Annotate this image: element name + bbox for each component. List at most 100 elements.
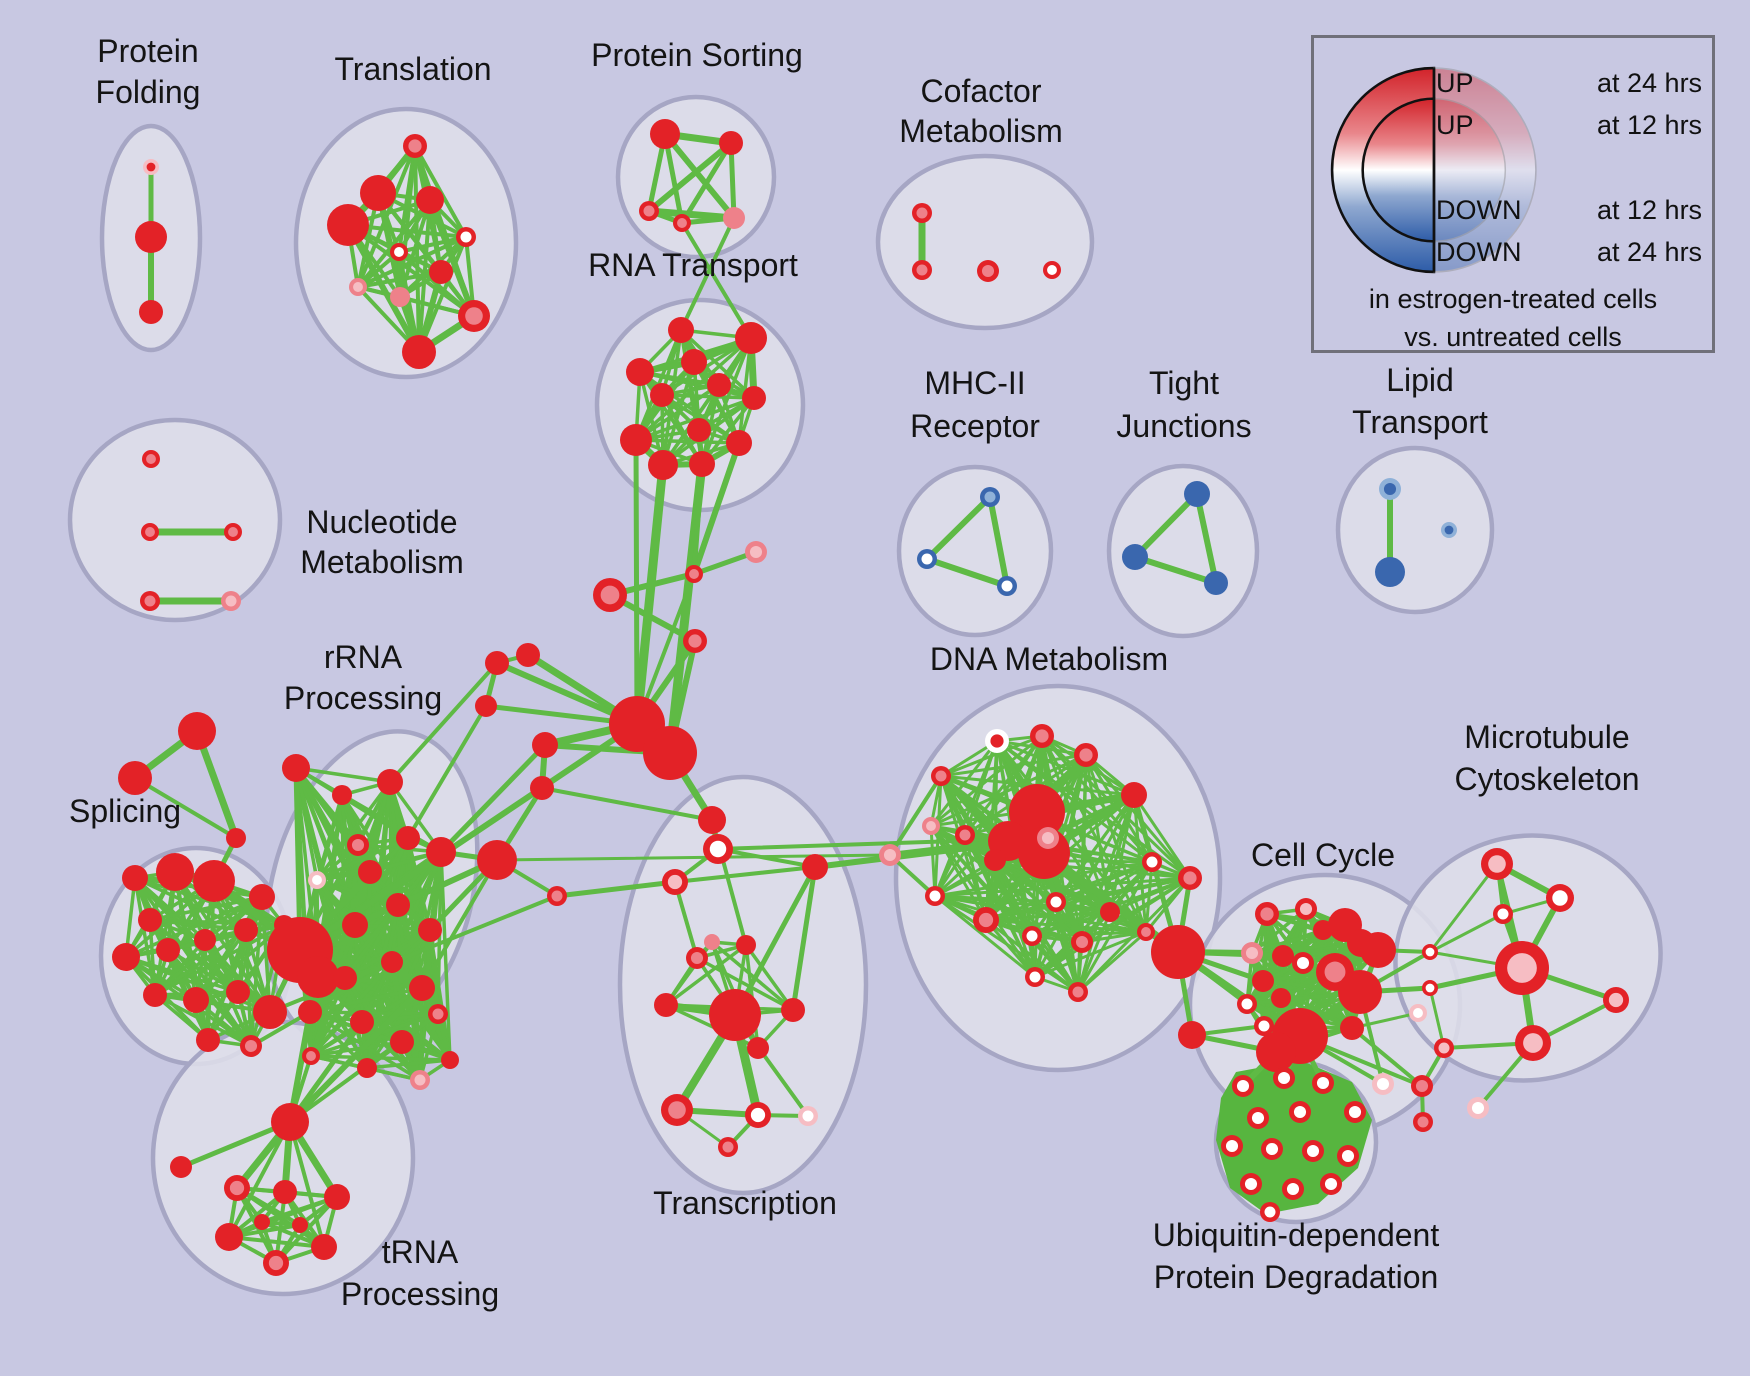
node-transcription-8 — [781, 998, 805, 1022]
edge — [309, 960, 394, 1058]
node-dna-5-core — [1079, 748, 1093, 762]
node-cofactor-2-core — [981, 264, 995, 278]
node-connectors-3-core — [688, 634, 702, 648]
cluster-tight-label-line-2: Junctions — [1116, 408, 1251, 444]
edge — [1428, 986, 1446, 1050]
legend-down-24-label: DOWN — [1436, 237, 1522, 267]
node-cellcycle-7 — [1272, 945, 1294, 967]
node-transcription-5-core — [690, 951, 704, 965]
legend-up-12-label: UP — [1436, 110, 1474, 140]
node-connectors-5 — [643, 726, 697, 780]
node-connectors-9-core — [551, 890, 563, 902]
cluster-cofactor-label-line-2: Metabolism — [899, 113, 1063, 149]
node-rrna-5 — [396, 826, 420, 850]
edge — [288, 1120, 326, 1249]
edge — [933, 894, 1037, 979]
node-cellcycle-1-core — [1299, 902, 1313, 916]
node-ubiquitin-0-core — [1236, 1079, 1250, 1093]
edge — [939, 734, 1044, 778]
node-tight-1 — [1122, 544, 1148, 570]
node-nucleotide-1-core — [145, 527, 155, 537]
node-microtubule-6-core — [1438, 1042, 1450, 1054]
node-cellcycle-11 — [1271, 988, 1291, 1008]
edge — [1054, 900, 1148, 934]
node-lipid-2-core — [1444, 525, 1454, 535]
edge — [646, 140, 734, 214]
node-dna-4-core — [1035, 729, 1049, 743]
node-cellcycle-10 — [1252, 970, 1274, 992]
node-rrna-21-core — [414, 1074, 426, 1086]
node-rna_transport-5 — [650, 383, 674, 407]
node-cofactor-3-core — [1047, 265, 1057, 275]
node-protein_folding-0-core — [146, 162, 156, 172]
node-cellcycle-16 — [1338, 970, 1382, 1014]
node-transcription-0-core — [709, 840, 727, 858]
edge — [662, 131, 737, 221]
node-cellcycle-13-core — [1258, 1020, 1270, 1032]
node-dna-18-core — [1029, 971, 1041, 983]
cluster-mhc-label-line-1: MHC-II — [924, 365, 1025, 401]
cluster-rrna-label-line-2: Processing — [284, 680, 442, 716]
node-connectors-0-core — [689, 569, 699, 579]
node-rrna-3-core — [351, 838, 365, 852]
edge — [924, 494, 993, 562]
node-mhc-1-core — [921, 553, 933, 565]
edge — [346, 223, 476, 318]
node-trna-1 — [170, 1156, 192, 1178]
node-rrna-24 — [477, 840, 517, 880]
node-rna_transport-1 — [735, 322, 767, 354]
cluster-lipid-label-line-2: Transport — [1352, 404, 1488, 440]
edge — [1279, 996, 1354, 1030]
edge — [133, 776, 238, 840]
node-translation-6 — [429, 260, 453, 284]
edge — [963, 833, 1080, 994]
edge — [710, 940, 795, 1012]
node-connectors-8 — [530, 776, 554, 800]
node-microtubule-5-core — [1523, 1033, 1543, 1053]
cluster-lipid-ellipse — [1335, 445, 1495, 615]
cluster-transcription-label-line-1: Transcription — [653, 1185, 837, 1221]
node-protein_sorting-4 — [723, 207, 745, 229]
edge — [124, 895, 264, 959]
edge — [178, 1119, 293, 1170]
node-cofactor-0-core — [916, 207, 928, 219]
edge — [1132, 793, 1148, 934]
node-rrna-10 — [342, 912, 368, 938]
node-dna-19-core — [1072, 986, 1084, 998]
node-rrna-0 — [282, 754, 310, 782]
edge — [744, 943, 795, 1012]
edge — [315, 836, 410, 882]
edge — [673, 880, 699, 960]
node-rrna-16 — [298, 1000, 322, 1024]
node-translation-2 — [416, 186, 444, 214]
edge — [679, 216, 736, 332]
edge — [939, 774, 967, 837]
cluster-nucleotide-ellipse — [67, 417, 283, 623]
node-mhc-2-core — [1001, 580, 1013, 592]
edge — [695, 956, 795, 1012]
node-rna_transport-8 — [687, 418, 711, 442]
node-transcription-2-core — [667, 874, 683, 890]
edge — [728, 140, 737, 221]
edge — [633, 437, 640, 727]
edge — [691, 461, 705, 577]
node-trna-2-core — [229, 1180, 245, 1196]
node-rna_transport-2 — [626, 358, 654, 386]
edge — [438, 742, 548, 855]
node-connectors-1-core — [749, 545, 763, 559]
node-dna-10 — [1121, 782, 1147, 808]
cluster-ubiquitin-label-line-1: Ubiquitin-dependent — [1153, 1217, 1440, 1253]
node-cellcycle-17 — [1340, 1016, 1364, 1040]
node-transcription-1 — [698, 806, 726, 834]
edge — [1132, 554, 1219, 586]
node-rrna-25 — [485, 651, 509, 675]
node-rrna-1 — [332, 785, 352, 805]
node-rrna-4-core — [312, 875, 322, 885]
node-rrna-7 — [358, 860, 382, 884]
node-splicing-18 — [226, 828, 246, 848]
edge — [227, 1235, 326, 1249]
node-splicing-7 — [234, 918, 258, 942]
node-splicing-11 — [183, 987, 209, 1013]
cluster-protein_sorting-ellipse — [615, 94, 777, 260]
node-ubiquitin-13-core — [1264, 1206, 1276, 1218]
